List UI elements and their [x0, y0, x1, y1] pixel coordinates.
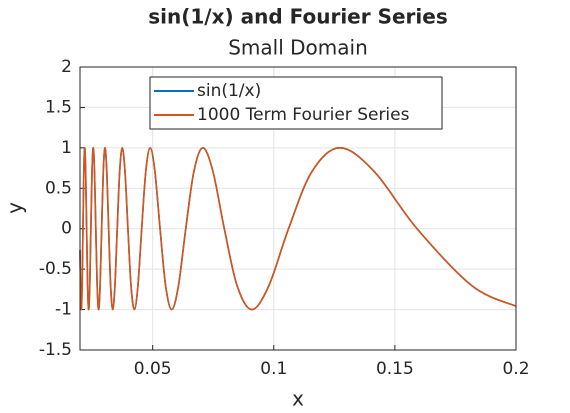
y-tick-label: -1 [55, 300, 72, 320]
x-tick-label: 0.15 [376, 359, 414, 379]
legend-label: 1000 Term Fourier Series [197, 105, 410, 125]
x-tick-label: 0.2 [502, 359, 529, 379]
x-tick-label: 0.1 [260, 359, 287, 379]
axes-box [79, 66, 517, 351]
y-tick-label: 2 [61, 57, 72, 77]
legend-label: sin(1/x) [197, 81, 261, 101]
y-tick-label: 1 [61, 138, 72, 158]
x-tick-label: 0.05 [134, 359, 172, 379]
y-tick-label: 0 [61, 219, 72, 239]
series-line [79, 147, 517, 311]
y-tick-label: -0.5 [39, 259, 72, 279]
y-tick-label: 0.5 [45, 178, 72, 198]
chart-title: sin(1/x) and Fourier Series [148, 5, 447, 29]
y-axis-label: y [3, 202, 27, 214]
chart-subtitle: Small Domain [228, 36, 368, 60]
x-axis-label: x [292, 387, 304, 411]
y-tick-label: -1.5 [39, 340, 72, 360]
legend-box [149, 76, 443, 130]
y-tick-label: 1.5 [45, 97, 72, 117]
